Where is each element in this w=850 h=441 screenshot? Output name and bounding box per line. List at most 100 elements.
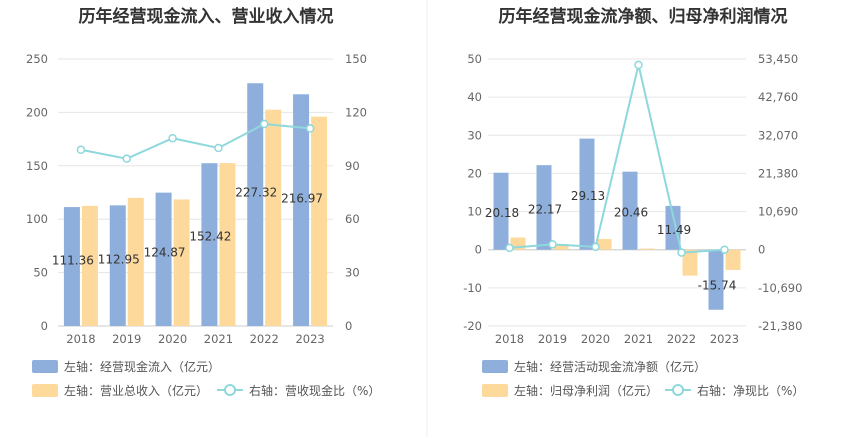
left-legend: 左轴：经营现金流入（亿元） 左轴：营业总收入（亿元） 右轴：营收现金比（%）: [32, 359, 380, 398]
bar-secondary[interactable]: [81, 205, 98, 326]
left-chart: 0 50 100 150 200 250 0 30 60 90 120 150 2018 2019 2020…: [26, 52, 367, 346]
x-axis-tick: 2022: [250, 332, 279, 346]
bar-primary[interactable]: [536, 165, 552, 250]
left-axis-tick: 30: [467, 128, 482, 142]
right-axis-tick: 30: [345, 266, 360, 280]
right-axis-tick: 150: [345, 52, 367, 66]
legend-swatch-revenue[interactable]: [32, 384, 58, 397]
bar-primary[interactable]: [665, 205, 681, 250]
bar-secondary[interactable]: [725, 249, 741, 270]
bar-primary[interactable]: [155, 192, 172, 326]
right-chart: -20 -10 0 10 20 30 40 50 -21,380 -10,690 0 10,690 21…: [463, 52, 802, 346]
bar-primary[interactable]: [293, 94, 310, 327]
bar-data-label: 20.46: [614, 206, 648, 220]
bar-secondary[interactable]: [173, 199, 190, 326]
bar-primary[interactable]: [493, 172, 509, 250]
x-axis-tick: 2018: [66, 332, 95, 346]
ratio-point[interactable]: [720, 245, 729, 254]
legend-label-net-profit[interactable]: 左轴：归母净利润（亿元）: [514, 383, 658, 398]
bar-data-label: 152.42: [189, 229, 231, 243]
bar-data-label: 11.49: [657, 223, 691, 237]
x-axis-tick: 2020: [158, 332, 187, 346]
x-axis-tick: 2021: [624, 332, 653, 346]
bar-data-label: 20.18: [485, 206, 519, 220]
legend-swatch-cash-inflow[interactable]: [32, 360, 58, 373]
bar-primary[interactable]: [579, 138, 595, 250]
legend-marker-icon: [224, 384, 236, 396]
x-axis-tick: 2022: [667, 332, 696, 346]
bar-data-label: 29.13: [571, 189, 605, 203]
ratio-point[interactable]: [168, 133, 177, 143]
ratio-point[interactable]: [76, 145, 86, 155]
x-axis-tick: 2019: [112, 332, 141, 346]
ratio-line: [80, 122, 311, 160]
ratio-point[interactable]: [548, 240, 557, 249]
bar-primary[interactable]: [247, 83, 264, 327]
bar-primary[interactable]: [109, 205, 126, 326]
right-axis-tick: -10,690: [758, 281, 802, 295]
right-axis-tick: 90: [345, 159, 360, 173]
ratio-point[interactable]: [505, 243, 514, 253]
bar-secondary[interactable]: [311, 116, 328, 326]
bar-data-label: -15.74: [698, 279, 737, 293]
right-chart-title: 历年经营现金流净额、归母净利润情况: [499, 6, 788, 27]
legend-swatch-net-profit[interactable]: [482, 384, 508, 397]
bar-secondary[interactable]: [127, 197, 144, 326]
bar-primary[interactable]: [201, 163, 218, 326]
bar-data-label: 124.87: [144, 246, 186, 260]
right-axis-tick: 32,070: [758, 128, 798, 142]
ratio-point[interactable]: [122, 154, 131, 163]
right-axis-tick: 0: [758, 243, 765, 257]
legend-label-net-cash-ratio[interactable]: 右轴：净现比（%）: [697, 383, 804, 398]
x-axis-tick: 2023: [295, 332, 324, 346]
left-axis-tick: 0: [475, 243, 482, 257]
left-axis-tick: 100: [26, 212, 48, 226]
bar-primary[interactable]: [63, 207, 80, 326]
bar-data-label: 216.97: [281, 192, 323, 206]
left-axis-tick: 200: [26, 105, 48, 119]
ratio-point[interactable]: [677, 248, 686, 257]
right-legend: 左轴：经营活动现金流净额（亿元） 左轴：归母净利润（亿元） 右轴：净现比（%）: [482, 359, 804, 398]
x-axis-tick: 2020: [581, 332, 610, 346]
bar-data-label: 111.36: [52, 254, 94, 268]
right-axis-tick: 60: [345, 212, 360, 226]
ratio-line: [509, 64, 725, 254]
bar-secondary[interactable]: [219, 163, 236, 326]
bar-primary[interactable]: [622, 171, 638, 250]
x-axis-tick: 2023: [710, 332, 739, 346]
bar-secondary[interactable]: [639, 248, 655, 250]
right-axis-tick: 53,450: [758, 52, 798, 66]
legend-label-revenue[interactable]: 左轴：营业总收入（亿元）: [64, 383, 208, 398]
bar-primary[interactable]: [708, 249, 724, 310]
left-axis-tick: 0: [41, 319, 48, 333]
bar-secondary[interactable]: [265, 109, 282, 326]
bar-data-label: 112.95: [98, 253, 140, 267]
ratio-point[interactable]: [591, 242, 600, 252]
x-axis-tick: 2018: [495, 332, 524, 346]
ratio-point[interactable]: [634, 60, 643, 70]
right-axis-tick: -21,380: [758, 319, 802, 333]
ratio-point[interactable]: [260, 119, 269, 129]
right-axis-tick: 10,690: [758, 205, 798, 219]
legend-marker-icon: [672, 384, 684, 396]
left-axis-tick: 50: [467, 52, 482, 66]
bar-data-label: 227.32: [235, 185, 277, 199]
ratio-point[interactable]: [305, 124, 315, 133]
bar-secondary[interactable]: [553, 243, 569, 250]
legend-swatch-net-cash-flow[interactable]: [482, 360, 508, 373]
left-axis-tick: -20: [463, 319, 482, 333]
bar-secondary[interactable]: [682, 249, 698, 276]
bar-secondary[interactable]: [596, 239, 612, 250]
right-axis-tick: 21,380: [758, 166, 798, 180]
left-axis-tick: 250: [26, 52, 48, 66]
legend-label-cash-inflow[interactable]: 左轴：经营现金流入（亿元）: [64, 359, 220, 374]
bar-data-label: 22.17: [528, 202, 562, 216]
right-axis-tick: 120: [345, 105, 367, 119]
right-axis-tick: 0: [345, 319, 352, 333]
legend-label-net-cash-flow[interactable]: 左轴：经营活动现金流净额（亿元）: [514, 359, 706, 374]
left-axis-tick: 50: [33, 266, 48, 280]
ratio-point[interactable]: [214, 143, 223, 153]
legend-label-cash-ratio[interactable]: 右轴：营收现金比（%）: [249, 383, 380, 398]
